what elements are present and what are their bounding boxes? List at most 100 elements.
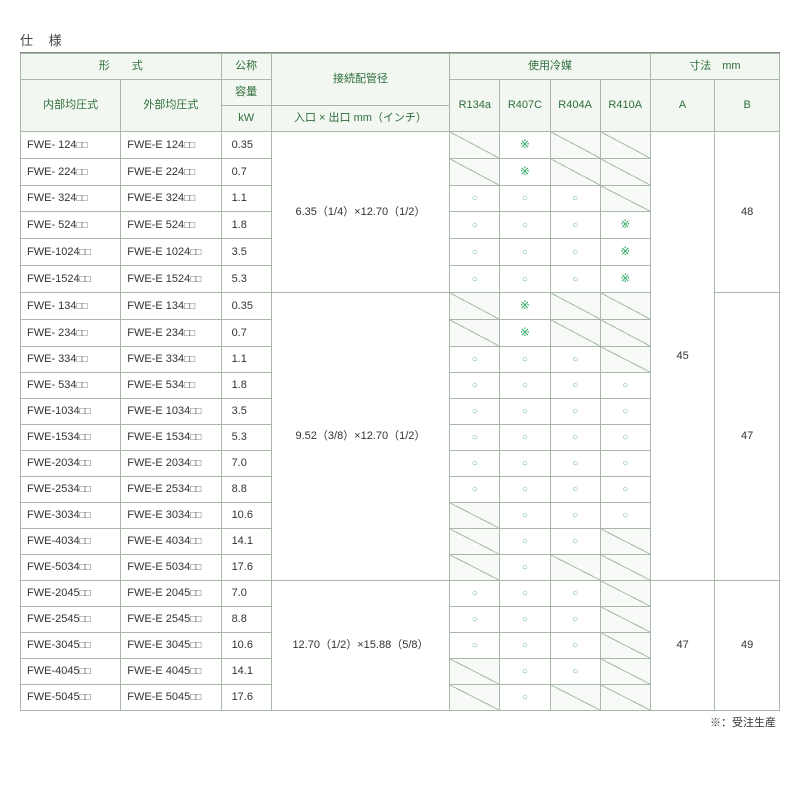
cell-external: FWE-E 5034□□ <box>121 555 221 581</box>
hdr-r410a: R410A <box>600 80 650 132</box>
cell-external: FWE-E 2545□□ <box>121 607 221 633</box>
cell-kw: 14.1 <box>221 659 271 685</box>
cell-refrigerant: ※ <box>500 293 550 320</box>
cell-refrigerant: ○ <box>500 685 550 711</box>
cell-refrigerant: ○ <box>450 266 500 293</box>
table-row: FWE- 124□□FWE-E 124□□0.356.35（1/4）×12.70… <box>21 132 780 159</box>
cell-refrigerant: ○ <box>550 503 600 529</box>
cell-refrigerant: ○ <box>500 529 550 555</box>
cell-refrigerant: ○ <box>550 239 600 266</box>
cell-refrigerant: ○ <box>450 347 500 373</box>
cell-pipe: 12.70（1/2）×15.88（5/8） <box>271 581 450 711</box>
cell-refrigerant: ○ <box>600 503 650 529</box>
cell-refrigerant <box>600 529 650 555</box>
cell-refrigerant: ○ <box>550 581 600 607</box>
cell-refrigerant <box>600 347 650 373</box>
cell-internal: FWE-1034□□ <box>21 399 121 425</box>
cell-refrigerant: ※ <box>600 266 650 293</box>
cell-external: FWE-E 324□□ <box>121 186 221 212</box>
cell-refrigerant <box>450 293 500 320</box>
cell-external: FWE-E 524□□ <box>121 212 221 239</box>
cell-internal: FWE- 124□□ <box>21 132 121 159</box>
cell-refrigerant: ※ <box>500 132 550 159</box>
cell-refrigerant: ○ <box>450 477 500 503</box>
cell-internal: FWE-5034□□ <box>21 555 121 581</box>
cell-refrigerant: ○ <box>600 399 650 425</box>
cell-internal: FWE-2534□□ <box>21 477 121 503</box>
cell-refrigerant: ○ <box>450 607 500 633</box>
cell-external: FWE-E 4045□□ <box>121 659 221 685</box>
cell-refrigerant: ○ <box>550 347 600 373</box>
cell-refrigerant <box>600 555 650 581</box>
hdr-dim-b: B <box>715 80 780 132</box>
cell-refrigerant <box>450 159 500 186</box>
cell-kw: 1.8 <box>221 373 271 399</box>
cell-refrigerant: ○ <box>500 633 550 659</box>
hdr-r404a: R404A <box>550 80 600 132</box>
cell-external: FWE-E 334□□ <box>121 347 221 373</box>
table-row: FWE-2045□□FWE-E 2045□□7.012.70（1/2）×15.8… <box>21 581 780 607</box>
cell-refrigerant: ○ <box>550 607 600 633</box>
cell-refrigerant <box>550 132 600 159</box>
cell-refrigerant: ○ <box>550 477 600 503</box>
footnote: ※：受注生産 <box>20 714 780 730</box>
cell-refrigerant <box>600 659 650 685</box>
cell-refrigerant <box>600 607 650 633</box>
cell-refrigerant: ○ <box>500 239 550 266</box>
cell-refrigerant: ○ <box>550 399 600 425</box>
cell-refrigerant <box>600 293 650 320</box>
cell-kw: 14.1 <box>221 529 271 555</box>
hdr-pipe-1: 接続配管径 <box>271 54 450 106</box>
cell-internal: FWE- 324□□ <box>21 186 121 212</box>
cell-refrigerant: ○ <box>450 373 500 399</box>
cell-refrigerant: ○ <box>550 373 600 399</box>
cell-refrigerant: ○ <box>550 451 600 477</box>
cell-refrigerant: ○ <box>600 373 650 399</box>
cell-dim-b: 48 <box>715 132 780 293</box>
cell-kw: 8.8 <box>221 607 271 633</box>
cell-refrigerant: ○ <box>500 607 550 633</box>
cell-refrigerant <box>550 320 600 347</box>
cell-external: FWE-E 4034□□ <box>121 529 221 555</box>
cell-refrigerant: ○ <box>500 477 550 503</box>
cell-refrigerant <box>450 132 500 159</box>
cell-kw: 10.6 <box>221 633 271 659</box>
hdr-nominal-1: 公称 <box>221 54 271 80</box>
cell-external: FWE-E 124□□ <box>121 132 221 159</box>
hdr-nominal-3: kW <box>221 106 271 132</box>
cell-internal: FWE-3045□□ <box>21 633 121 659</box>
hdr-nominal-2: 容量 <box>221 80 271 106</box>
hdr-dim-group: 寸法 mm <box>650 54 779 80</box>
cell-internal: FWE- 134□□ <box>21 293 121 320</box>
hdr-model-group: 形 式 <box>21 54 222 80</box>
cell-refrigerant: ○ <box>500 425 550 451</box>
cell-internal: FWE- 524□□ <box>21 212 121 239</box>
cell-refrigerant <box>600 132 650 159</box>
cell-kw: 17.6 <box>221 685 271 711</box>
cell-refrigerant: ○ <box>450 399 500 425</box>
cell-refrigerant: ○ <box>550 529 600 555</box>
cell-refrigerant <box>450 503 500 529</box>
cell-external: FWE-E 2034□□ <box>121 451 221 477</box>
cell-kw: 3.5 <box>221 399 271 425</box>
cell-kw: 1.1 <box>221 347 271 373</box>
cell-refrigerant: ※ <box>500 159 550 186</box>
cell-refrigerant: ○ <box>550 633 600 659</box>
cell-refrigerant: ○ <box>500 399 550 425</box>
cell-kw: 1.8 <box>221 212 271 239</box>
cell-refrigerant: ○ <box>600 477 650 503</box>
cell-kw: 0.35 <box>221 132 271 159</box>
cell-external: FWE-E 3034□□ <box>121 503 221 529</box>
cell-refrigerant <box>450 555 500 581</box>
cell-refrigerant: ○ <box>500 347 550 373</box>
cell-internal: FWE- 234□□ <box>21 320 121 347</box>
cell-external: FWE-E 3045□□ <box>121 633 221 659</box>
cell-refrigerant <box>600 633 650 659</box>
cell-internal: FWE-3034□□ <box>21 503 121 529</box>
cell-refrigerant <box>550 293 600 320</box>
cell-refrigerant <box>600 581 650 607</box>
cell-refrigerant <box>600 685 650 711</box>
cell-internal: FWE- 534□□ <box>21 373 121 399</box>
cell-kw: 3.5 <box>221 239 271 266</box>
cell-kw: 0.7 <box>221 159 271 186</box>
